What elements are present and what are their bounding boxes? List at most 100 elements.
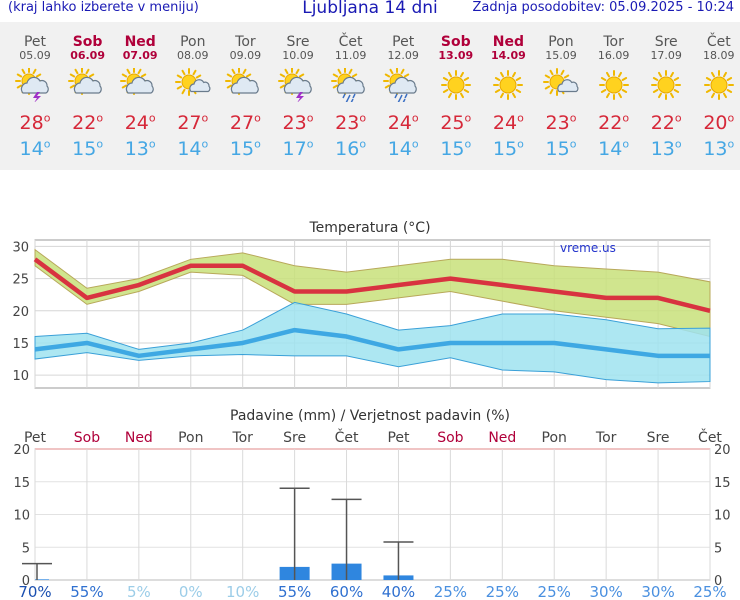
day-date: 13.09 <box>438 49 474 62</box>
precip-probability-label: 25% <box>434 583 467 600</box>
precip-day-label: Sob <box>74 430 100 446</box>
lightning-shape <box>296 92 304 103</box>
day-name: Sre <box>654 34 678 50</box>
temp-tick-label: 15 <box>12 337 29 352</box>
precip-probability-label: 30% <box>641 583 674 600</box>
precip-tick-label-right: 0 <box>714 574 722 589</box>
day-name: Čet <box>338 34 363 50</box>
day-column: Pon 08.09 27o 14o <box>167 22 219 160</box>
precip-day-label: Sre <box>647 430 670 446</box>
precip-day-label: Čet <box>335 428 359 446</box>
rain-drop <box>404 93 408 99</box>
precip-probability-label: 55% <box>278 583 311 600</box>
precip-day-label: Pet <box>387 430 410 446</box>
min-temperature: 14o <box>19 137 51 160</box>
min-temperature: 13o <box>703 137 735 160</box>
day-column: Čet 18.09 20o 13o <box>693 22 740 160</box>
min-temp-value: 15 <box>492 138 518 160</box>
day-date: 15.09 <box>545 49 577 62</box>
cloud-shape <box>189 79 211 93</box>
min-temperature: 17o <box>282 137 314 160</box>
sun-cloud-rain-icon <box>383 67 418 104</box>
temp-tick-label: 20 <box>12 305 29 320</box>
precip-day-label: Ned <box>488 430 516 446</box>
precip-probability-label: 0% <box>179 583 203 600</box>
day-date: 10.09 <box>282 49 314 62</box>
max-temperature: 24o <box>492 111 524 134</box>
cloud-shape <box>20 76 49 94</box>
min-temperature: 13o <box>650 137 682 160</box>
last-updated: Zadnja posodobitev: 05.09.2025 - 10:24 <box>472 0 734 15</box>
sun-icon <box>703 70 734 100</box>
precip-probability-label: 60% <box>330 583 363 600</box>
max-temperature: 24o <box>387 111 419 134</box>
precip-probability-label: 25% <box>693 583 726 600</box>
precip-tick-label-right: 15 <box>714 476 731 491</box>
day-name: Sre <box>286 34 310 50</box>
max-temperature: 28o <box>19 111 51 134</box>
day-date: 17.09 <box>650 49 682 62</box>
max-temp-value: 22 <box>72 112 97 134</box>
temp-tick-label: 30 <box>12 240 29 255</box>
day-date: 12.09 <box>387 49 419 62</box>
min-temp-value: 13 <box>124 138 149 160</box>
lightning-shape <box>33 92 41 103</box>
min-temperature: 15o <box>72 137 104 160</box>
day-column: Pon 15.09 23o 15o <box>535 22 587 160</box>
rain-drop <box>344 98 349 104</box>
min-temp-value: 15 <box>229 138 255 160</box>
sun-cloud-thunder-icon <box>15 67 49 103</box>
min-temperature: 14o <box>177 137 209 160</box>
precip-day-label: Čet <box>698 428 722 446</box>
cloud-shape <box>389 76 418 94</box>
page-title: Ljubljana 14 dni <box>302 0 438 18</box>
day-name: Pon <box>180 34 206 50</box>
cloud-shape <box>73 76 102 94</box>
precip-tick-label-right: 20 <box>714 443 731 458</box>
min-temp-value: 17 <box>282 138 307 160</box>
min-temp-value: 13 <box>703 138 728 160</box>
precip-probability-label: 70% <box>18 583 51 600</box>
max-temperature: 22o <box>72 111 104 134</box>
day-date: 11.09 <box>334 49 367 62</box>
max-temp-value: 20 <box>703 112 728 134</box>
max-temp-value: 28 <box>19 112 44 134</box>
precip-day-label: Tor <box>595 430 617 446</box>
sun-shape <box>598 70 629 100</box>
sun-icon <box>440 70 471 100</box>
day-date: 07.09 <box>122 49 158 62</box>
min-temp-value: 16 <box>335 138 360 160</box>
sun-cloud-thunder-icon <box>278 67 312 103</box>
precip-day-label: Pon <box>178 430 203 446</box>
rain-drop <box>397 98 401 104</box>
max-temp-value: 25 <box>440 112 465 134</box>
max-temperature: 27o <box>177 111 209 134</box>
max-temperature: 23o <box>545 111 577 134</box>
day-column: Ned 07.09 24o 13o <box>114 22 166 160</box>
min-temp-value: 14 <box>387 138 412 160</box>
day-date: 14.09 <box>490 49 526 62</box>
day-column: Pet 12.09 24o 14o <box>377 22 429 160</box>
sun-small-cloud-icon <box>543 68 579 96</box>
precip-tick-label-left: 20 <box>13 443 30 458</box>
precip-probability-label: 40% <box>382 583 415 600</box>
sun-small-cloud-icon <box>174 68 211 96</box>
day-column: Sob 06.09 22o 15o <box>62 22 114 160</box>
day-name: Sob <box>440 34 471 50</box>
max-temp-value: 27 <box>229 112 255 134</box>
max-temp-value: 22 <box>598 112 623 134</box>
min-temperature: 15o <box>229 137 261 160</box>
precip-day-label: Pet <box>24 430 47 446</box>
max-temp-value: 24 <box>387 112 412 134</box>
day-name: Tor <box>603 34 624 50</box>
day-date: 08.09 <box>177 49 209 62</box>
max-temp-value: 23 <box>545 112 570 134</box>
min-temp-value: 15 <box>545 138 570 160</box>
min-temperature: 13o <box>124 137 156 160</box>
precip-day-label: Sob <box>437 430 463 446</box>
sun-icon <box>598 70 629 100</box>
max-temp-value: 23 <box>335 112 360 134</box>
precip-day-label: Sre <box>283 430 306 446</box>
sun-cloud-rain-icon <box>330 67 365 104</box>
precip-day-label: Pon <box>542 430 567 446</box>
